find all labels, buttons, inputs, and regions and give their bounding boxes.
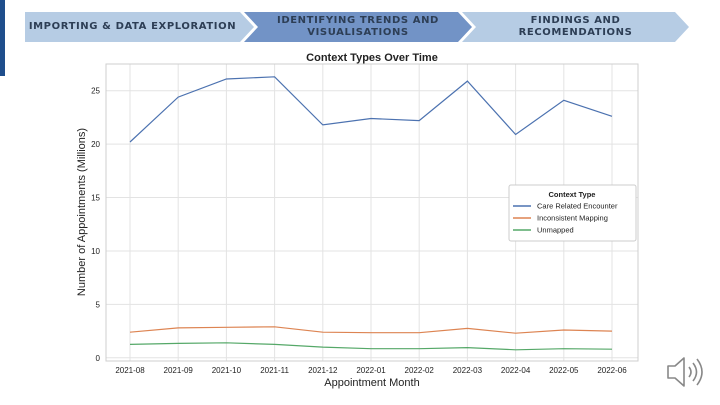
y-tick-label: 10 bbox=[91, 247, 100, 256]
y-tick-label: 25 bbox=[91, 87, 100, 96]
y-axis-label: Number of Appointments (Millions) bbox=[76, 128, 88, 296]
series-line-care-related-encounter bbox=[129, 76, 613, 143]
legend-title: Context Type bbox=[549, 190, 596, 199]
step-1-arrow[interactable] bbox=[25, 12, 254, 42]
x-tick-label: 2021-09 bbox=[164, 366, 194, 375]
legend-item-label: Care Related Encounter bbox=[537, 202, 618, 211]
x-tick-label: 2022-01 bbox=[356, 366, 386, 375]
series-line-inconsistent-mapping bbox=[129, 326, 613, 334]
x-tick-label: 2022-03 bbox=[453, 366, 483, 375]
speaker-icon[interactable] bbox=[665, 353, 707, 391]
step-2-arrow[interactable] bbox=[244, 12, 472, 42]
y-tick-label: 20 bbox=[91, 140, 100, 149]
series-line-unmapped bbox=[129, 342, 613, 351]
series-lines bbox=[129, 76, 613, 351]
x-tick-label: 2021-10 bbox=[212, 366, 242, 375]
x-tick-label: 2021-08 bbox=[115, 366, 145, 375]
x-axis-label: Appointment Month bbox=[324, 377, 419, 389]
x-tick-label: 2021-11 bbox=[260, 366, 289, 375]
legend-item-label: Inconsistent Mapping bbox=[537, 214, 608, 223]
step-3-label: FINDINGS AND RECOMENDATIONS bbox=[518, 15, 633, 38]
step-3-arrow[interactable] bbox=[462, 12, 689, 42]
axis-ticks: 2021-08 2021-09 2021-10 2021-11 2021-12 2022-… bbox=[91, 87, 627, 375]
legend: Context Type Care Related Encounter Incon… bbox=[508, 184, 637, 242]
y-tick-label: 15 bbox=[91, 194, 100, 203]
legend-item-label: Unmapped bbox=[537, 226, 574, 235]
y-tick-label: 0 bbox=[96, 354, 101, 363]
x-tick-label: 2022-05 bbox=[549, 366, 579, 375]
x-tick-label: 2022-02 bbox=[405, 366, 435, 375]
y-tick-label: 5 bbox=[96, 300, 101, 309]
step-2-label: IDENTIFYING TRENDS AND VISUALISATIONS bbox=[277, 15, 439, 38]
legend-box bbox=[508, 184, 637, 242]
x-tick-label: 2021-12 bbox=[308, 366, 338, 375]
process-steps bbox=[25, 12, 689, 42]
x-tick-label: 2022-06 bbox=[597, 366, 627, 375]
step-1-label: IMPORTING & DATA EXPLORATION bbox=[28, 21, 237, 32]
x-tick-label: 2022-04 bbox=[501, 366, 531, 375]
plot-area-frame bbox=[105, 63, 639, 362]
chart-title: Context Types Over Time bbox=[306, 52, 438, 64]
left-accent-bar bbox=[0, 0, 5, 76]
